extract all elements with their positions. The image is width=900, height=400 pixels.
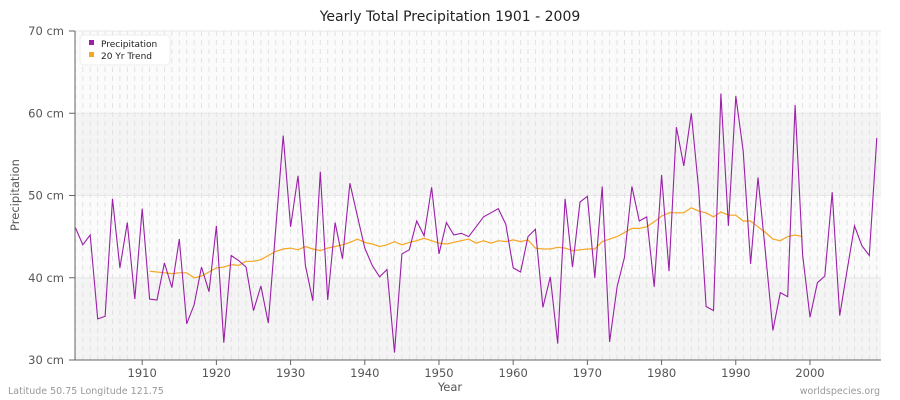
x-tick-label: 2000 [795,366,824,380]
source-footer: worldspecies.org [800,386,880,397]
y-tick-label: 40 cm [28,271,64,285]
x-tick-label: 1970 [573,366,602,380]
x-tick-label: 1920 [202,366,231,380]
legend-label-precipitation: Precipitation [101,40,157,50]
band [75,31,881,114]
x-tick-label: 1980 [647,366,676,380]
band [75,277,881,360]
band [75,113,881,196]
x-tick-label: 1950 [424,366,453,380]
y-tick-label: 50 cm [28,189,64,203]
x-tick-label: 1940 [350,366,379,380]
x-tick-label: 1910 [128,366,157,380]
legend: Precipitation 20 Yr Trend [79,34,171,66]
x-tick-label: 1930 [276,366,305,380]
y-axis-label: Precipitation [8,159,22,231]
precipitation-line [74,93,878,353]
y-tick-label: 30 cm [28,353,64,367]
y-tick-label: 60 cm [28,106,64,120]
x-tick-label: 1960 [499,366,528,380]
series-layer [74,93,878,353]
legend-label-trend: 20 Yr Trend [101,52,152,62]
legend-box [79,34,171,66]
x-tick-label: 1990 [721,366,750,380]
chart-title: Yearly Total Precipitation 1901 - 2009 [319,9,581,25]
legend-swatch-precipitation [89,40,94,45]
x-axis-label: Year [437,380,463,394]
trend-line [149,207,803,279]
location-footer: Latitude 50.75 Longitude 121.75 [8,386,164,397]
band [75,195,881,278]
y-tick-label: 70 cm [28,24,64,38]
x-ticks: 1910 1920 1930 1940 1950 1960 1970 1980 1990 2000 [128,360,825,380]
legend-swatch-trend [89,52,94,57]
y-ticks: 30 cm 40 cm 50 cm 60 cm 70 cm [28,24,75,367]
